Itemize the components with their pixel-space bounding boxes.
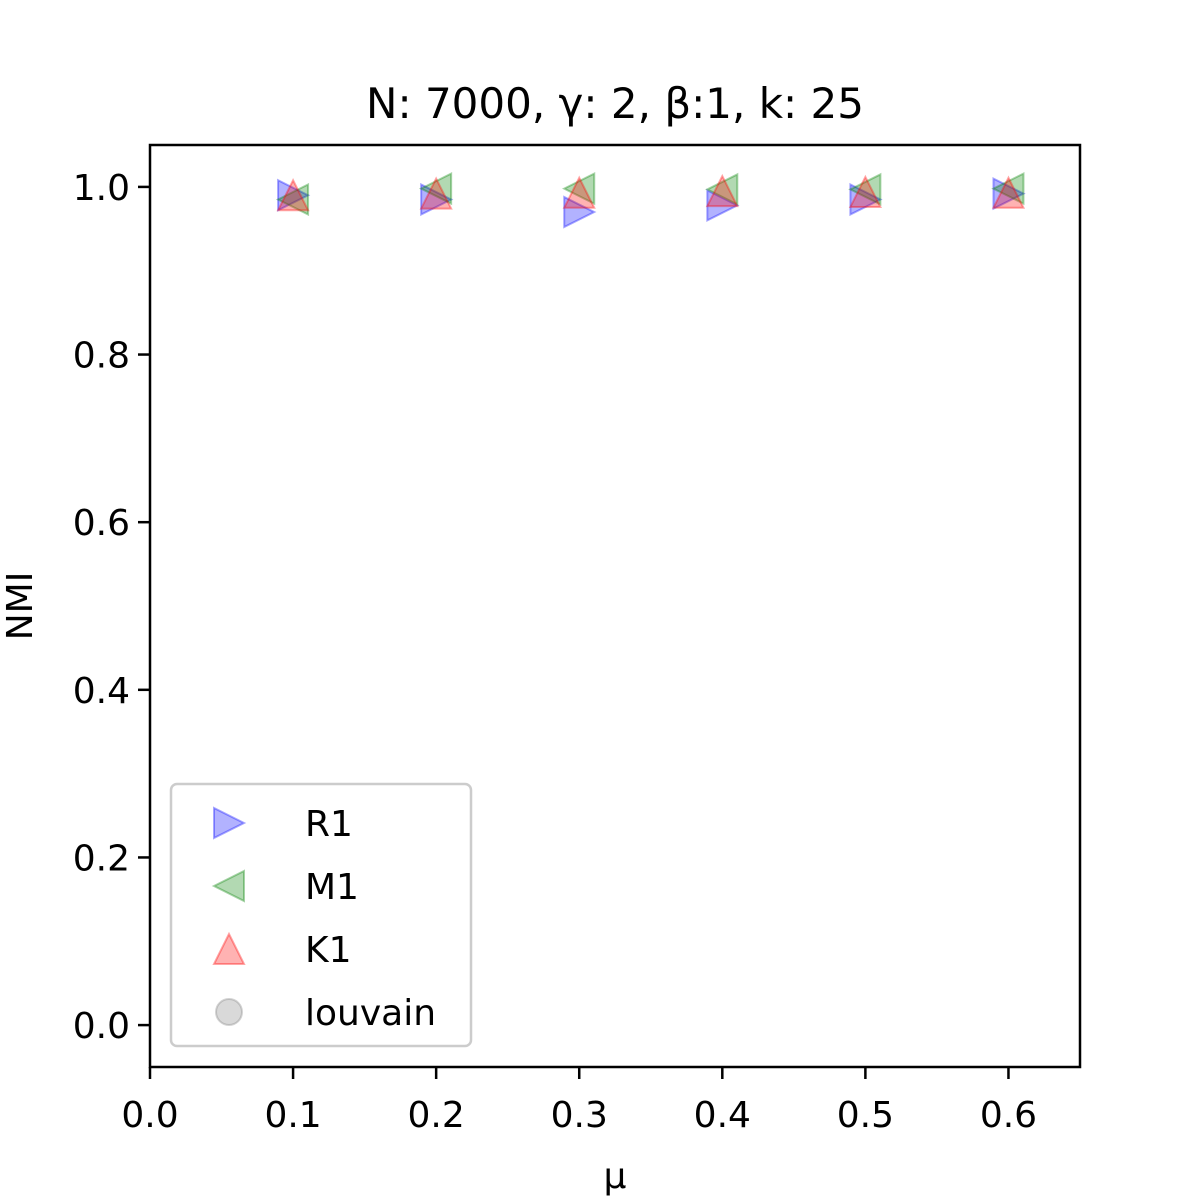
plot-frame xyxy=(148,143,1082,1069)
point-r1-4 xyxy=(706,188,740,222)
legend-frame xyxy=(169,782,473,1048)
x-tick-label: 0.0 xyxy=(121,1095,178,1136)
x-tick-label: 0.6 xyxy=(980,1095,1037,1136)
point-m1-5 xyxy=(848,172,882,207)
legend-marker-louvain xyxy=(215,998,243,1026)
plot-points xyxy=(275,171,1026,229)
point-m1-1 xyxy=(275,182,310,217)
point-m1-3 xyxy=(561,171,596,206)
point-r1-5 xyxy=(849,182,883,217)
y-tick-label: 0.6 xyxy=(73,503,130,544)
point-k1-1 xyxy=(276,178,310,212)
y-axis-label: NMI xyxy=(0,572,41,641)
y-tick-label: 0.4 xyxy=(73,671,130,712)
y-tick-label: 0.0 xyxy=(73,1006,130,1047)
point-r1-2 xyxy=(420,182,454,217)
legend-label-m1: M1 xyxy=(305,867,359,908)
y-axis-ticks: 0.0 0.2 0.4 0.6 0.8 1.0 xyxy=(73,168,150,1047)
x-tick-label: 0.1 xyxy=(264,1095,321,1136)
x-tick-label: 0.2 xyxy=(408,1095,465,1136)
legend-marker-m1 xyxy=(211,869,245,903)
point-r1-1 xyxy=(277,178,311,212)
x-tick-label: 0.3 xyxy=(551,1095,608,1136)
point-k1-2 xyxy=(419,176,453,210)
point-k1-4 xyxy=(705,173,739,208)
x-tick-label: 0.4 xyxy=(694,1095,751,1136)
x-tick-label: 0.5 xyxy=(837,1095,894,1136)
legend: R1 M1 K1 louvain xyxy=(169,782,473,1048)
point-m1-6 xyxy=(991,171,1025,206)
legend-marker-k1 xyxy=(212,931,246,965)
legend-label-r1: R1 xyxy=(305,804,353,845)
y-tick-label: 1.0 xyxy=(73,168,130,209)
x-axis-label: μ xyxy=(604,1156,627,1197)
point-k1-6 xyxy=(991,175,1026,209)
legend-label-louvain: louvain xyxy=(305,993,436,1034)
x-axis-ticks: 0.0 0.1 0.2 0.3 0.4 0.5 0.6 xyxy=(121,1067,1037,1136)
point-r1-3 xyxy=(563,195,597,229)
legend-label-k1: K1 xyxy=(305,930,352,971)
point-k1-3 xyxy=(562,175,596,209)
y-tick-label: 0.2 xyxy=(73,838,130,879)
y-tick-label: 0.8 xyxy=(73,336,130,377)
legend-marker-r1 xyxy=(213,806,247,840)
point-k1-5 xyxy=(848,174,883,208)
point-m1-4 xyxy=(705,172,739,207)
chart-title: N: 7000, γ: 2, β:1, k: 25 xyxy=(366,79,864,128)
point-r1-6 xyxy=(992,176,1026,211)
point-m1-2 xyxy=(418,171,453,206)
